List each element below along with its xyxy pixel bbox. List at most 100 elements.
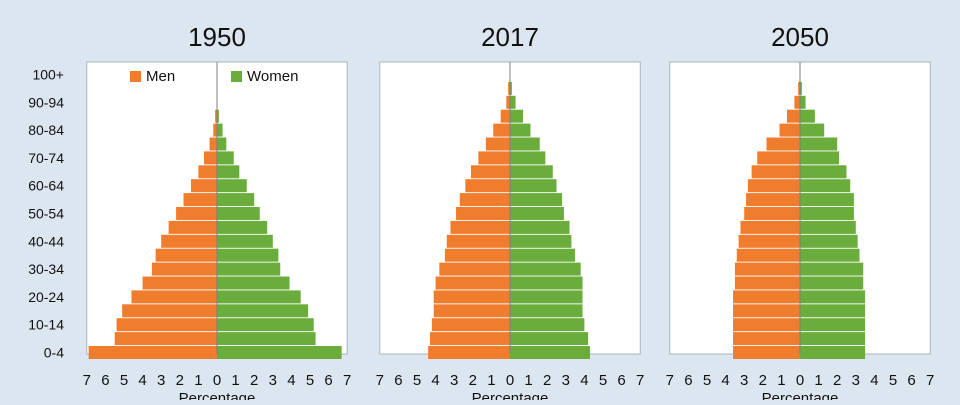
bar-women-95-99	[510, 81, 512, 95]
bar-women-20-24	[800, 290, 866, 304]
bar-men-55-59	[459, 193, 510, 207]
bar-women-65-69	[217, 165, 240, 179]
bar-men-60-64	[747, 179, 800, 193]
x-tick-label: 5	[306, 372, 314, 389]
bar-men-60-64	[465, 179, 510, 193]
bar-women-5-9	[217, 332, 316, 346]
bar-men-5-9	[733, 332, 800, 346]
bar-women-75-79	[217, 137, 227, 151]
bar-men-20-24	[131, 290, 217, 304]
x-tick-label: 2	[543, 372, 551, 389]
legend-swatch-women	[231, 71, 242, 82]
x-tick-label: 7	[343, 372, 351, 389]
bar-men-95-99	[508, 81, 510, 95]
bar-men-25-29	[435, 276, 510, 290]
bar-men-90-94	[794, 95, 800, 109]
chart-title: 2017	[481, 22, 539, 52]
bar-women-70-74	[217, 151, 234, 165]
x-axis-label: Percentage	[762, 390, 839, 400]
bar-women-35-39	[217, 248, 279, 262]
x-tick-label: 5	[599, 372, 607, 389]
bar-men-65-69	[470, 165, 510, 179]
x-tick-label: 7	[636, 372, 644, 389]
bar-women-5-9	[800, 332, 866, 346]
x-axis-label: Percentage	[179, 390, 256, 400]
x-tick-label: 2	[759, 372, 767, 389]
x-tick-label: 3	[269, 372, 277, 389]
bar-men-80-84	[213, 123, 217, 137]
x-tick-label: 4	[138, 372, 146, 389]
bar-women-85-89	[217, 109, 219, 123]
x-tick-label: 5	[889, 372, 897, 389]
bar-women-50-54	[510, 207, 564, 220]
bar-men-20-24	[733, 290, 800, 304]
bar-women-70-74	[510, 151, 546, 165]
x-tick-label: 1	[231, 372, 239, 389]
x-tick-label: 1	[524, 372, 532, 389]
x-tick-label: 5	[413, 372, 421, 389]
bar-men-50-54	[456, 207, 510, 220]
x-tick-label: 2	[250, 372, 258, 389]
bar-women-20-24	[217, 290, 301, 304]
bar-men-95-99	[798, 81, 800, 95]
bar-men-5-9	[430, 332, 510, 346]
bar-women-40-44	[510, 234, 572, 248]
x-tick-label: 2	[176, 372, 184, 389]
bar-men-15-19	[122, 304, 217, 318]
bar-women-50-54	[800, 207, 854, 220]
bar-men-40-44	[446, 234, 510, 248]
bar-women-0-4	[510, 346, 590, 359]
bar-men-15-19	[733, 304, 800, 318]
bar-women-45-49	[800, 220, 856, 234]
bar-men-0-4	[428, 346, 510, 359]
y-tick-label: 30-34	[28, 261, 64, 277]
bar-women-75-79	[800, 137, 838, 151]
bar-women-35-39	[510, 248, 576, 262]
bar-women-80-84	[217, 123, 223, 137]
x-tick-label: 6	[101, 372, 109, 389]
x-tick-label: 4	[870, 372, 878, 389]
x-tick-label: 4	[721, 372, 729, 389]
bar-women-65-69	[800, 165, 847, 179]
bar-women-10-14	[510, 318, 585, 332]
bar-men-70-74	[203, 151, 217, 165]
bar-men-10-14	[116, 318, 217, 332]
bar-women-80-84	[510, 123, 531, 137]
bar-men-35-39	[155, 248, 217, 262]
x-tick-label: 1	[487, 372, 495, 389]
bar-men-45-49	[450, 220, 510, 234]
bar-men-85-89	[500, 109, 510, 123]
legend: Men Women	[130, 68, 298, 85]
x-tick-label: 3	[740, 372, 748, 389]
bar-men-75-79	[485, 137, 510, 151]
y-tick-label: 40-44	[28, 233, 64, 249]
bar-women-80-84	[800, 123, 825, 137]
bar-men-10-14	[431, 318, 510, 332]
x-tick-label: 0	[796, 372, 804, 389]
bar-men-25-29	[734, 276, 800, 290]
bar-women-10-14	[217, 318, 314, 332]
bar-men-40-44	[738, 234, 800, 248]
bar-men-0-4	[88, 346, 217, 359]
bar-women-15-19	[510, 304, 583, 318]
x-tick-label: 2	[469, 372, 477, 389]
bar-women-25-29	[800, 276, 864, 290]
bar-women-55-59	[800, 193, 854, 207]
bar-men-65-69	[198, 165, 217, 179]
bar-men-75-79	[209, 137, 217, 151]
bar-men-20-24	[433, 290, 510, 304]
bar-men-50-54	[744, 207, 800, 220]
x-tick-label: 5	[703, 372, 711, 389]
bar-men-15-19	[433, 304, 510, 318]
x-tick-label: 4	[431, 372, 439, 389]
bar-men-30-34	[734, 262, 800, 276]
legend-swatch-men	[130, 71, 141, 82]
x-tick-label: 3	[450, 372, 458, 389]
bar-men-80-84	[493, 123, 510, 137]
bar-women-15-19	[800, 304, 866, 318]
chart-title: 1950	[188, 22, 246, 52]
bar-women-90-94	[510, 95, 516, 109]
x-tick-label: 6	[324, 372, 332, 389]
